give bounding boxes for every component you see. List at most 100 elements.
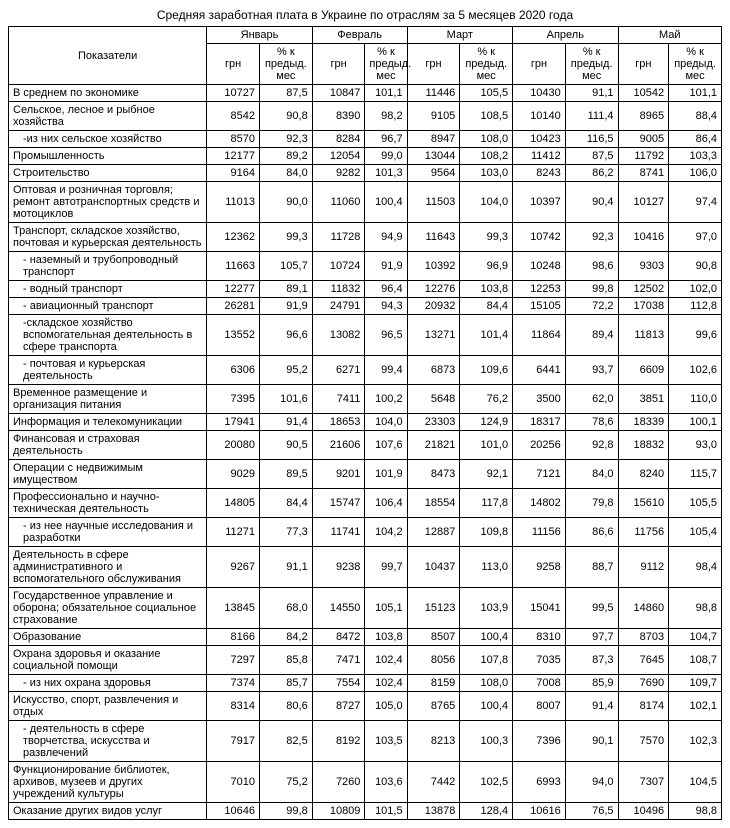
cell-value: 102,0: [669, 281, 722, 298]
cell-value: 103,8: [365, 629, 407, 646]
cell-value: 10416: [618, 223, 669, 252]
table-row: - деятельность в сфере творчетства, иску…: [9, 721, 722, 762]
cell-value: 10727: [207, 85, 260, 102]
cell-value: 84,0: [259, 165, 312, 182]
table-row: - почтовая и курьерская деятельность6306…: [9, 356, 722, 385]
cell-value: 7010: [207, 762, 260, 803]
cell-value: 88,4: [669, 102, 722, 131]
cell-value: 97,7: [565, 629, 618, 646]
cell-value: 93,7: [565, 356, 618, 385]
subcol-pct: % к предыд. мес: [460, 44, 513, 85]
cell-value: 14860: [618, 588, 669, 629]
cell-value: 21606: [312, 431, 365, 460]
cell-value: 8159: [407, 675, 460, 692]
page-title: Средняя заработная плата в Украине по от…: [8, 8, 722, 22]
cell-value: 12502: [618, 281, 669, 298]
cell-value: 102,4: [365, 675, 407, 692]
cell-value: 10847: [312, 85, 365, 102]
cell-value: 107,6: [365, 431, 407, 460]
cell-value: 23303: [407, 414, 460, 431]
cell-value: 11756: [618, 518, 669, 547]
cell-value: 8240: [618, 460, 669, 489]
row-label: Охрана здоровья и оказание социальной по…: [9, 646, 207, 675]
cell-value: 7396: [513, 721, 566, 762]
row-label: Государственное управление и оборона; об…: [9, 588, 207, 629]
cell-value: 11832: [312, 281, 365, 298]
cell-value: 116,5: [565, 131, 618, 148]
cell-value: 21821: [407, 431, 460, 460]
row-label: Временное размещение и организация питан…: [9, 385, 207, 414]
cell-value: 100,4: [365, 182, 407, 223]
cell-value: 3851: [618, 385, 669, 414]
cell-value: 108,2: [460, 148, 513, 165]
cell-value: 72,2: [565, 298, 618, 315]
cell-value: 17941: [207, 414, 260, 431]
row-label: - авиационный транспорт: [9, 298, 207, 315]
cell-value: 8741: [618, 165, 669, 182]
cell-value: 11156: [513, 518, 566, 547]
cell-value: 10248: [513, 252, 566, 281]
cell-value: 103,0: [460, 165, 513, 182]
cell-value: 9282: [312, 165, 365, 182]
cell-value: 8284: [312, 131, 365, 148]
cell-value: 62,0: [565, 385, 618, 414]
cell-value: 7442: [407, 762, 460, 803]
row-label: - водный транспорт: [9, 281, 207, 298]
cell-value: 9267: [207, 547, 260, 588]
table-row: Образование816684,28472103,88507100,4831…: [9, 629, 722, 646]
table-row: Транспорт, складское хозяйство, почтовая…: [9, 223, 722, 252]
cell-value: 108,0: [460, 675, 513, 692]
cell-value: 18317: [513, 414, 566, 431]
cell-value: 99,6: [669, 315, 722, 356]
cell-value: 10423: [513, 131, 566, 148]
cell-value: 15747: [312, 489, 365, 518]
col-month: Май: [618, 27, 721, 44]
cell-value: 11271: [207, 518, 260, 547]
cell-value: 89,5: [259, 460, 312, 489]
table-row: Информация и телекомуникации1794191,4186…: [9, 414, 722, 431]
cell-value: 100,3: [460, 721, 513, 762]
cell-value: 90,5: [259, 431, 312, 460]
cell-value: 101,6: [259, 385, 312, 414]
row-label: Финансовая и страховая деятельность: [9, 431, 207, 460]
cell-value: 6609: [618, 356, 669, 385]
cell-value: 12253: [513, 281, 566, 298]
cell-value: 98,8: [669, 588, 722, 629]
cell-value: 5648: [407, 385, 460, 414]
cell-value: 104,5: [669, 762, 722, 803]
cell-value: 104,7: [669, 629, 722, 646]
row-label: Оптовая и розничная торговля; ремонт авт…: [9, 182, 207, 223]
cell-value: 8473: [407, 460, 460, 489]
cell-value: 13082: [312, 315, 365, 356]
cell-value: 91,1: [259, 547, 312, 588]
cell-value: 84,4: [259, 489, 312, 518]
cell-value: 8192: [312, 721, 365, 762]
cell-value: 91,4: [565, 692, 618, 721]
table-row: Функционирование библиотек, архивов, муз…: [9, 762, 722, 803]
table-row: В среднем по экономике1072787,510847101,…: [9, 85, 722, 102]
cell-value: 9164: [207, 165, 260, 182]
cell-value: 7917: [207, 721, 260, 762]
cell-value: 20080: [207, 431, 260, 460]
cell-value: 96,4: [365, 281, 407, 298]
cell-value: 82,5: [259, 721, 312, 762]
cell-value: 108,0: [460, 131, 513, 148]
row-label: - деятельность в сфере творчетства, иску…: [9, 721, 207, 762]
cell-value: 100,4: [460, 692, 513, 721]
cell-value: 8310: [513, 629, 566, 646]
table-row: Охрана здоровья и оказание социальной по…: [9, 646, 722, 675]
row-label: - наземный и трубопроводный транспорт: [9, 252, 207, 281]
cell-value: 8570: [207, 131, 260, 148]
table-row: -из них сельское хозяйство857092,3828496…: [9, 131, 722, 148]
cell-value: 117,8: [460, 489, 513, 518]
cell-value: 79,8: [565, 489, 618, 518]
cell-value: 80,6: [259, 692, 312, 721]
table-row: -складское хозяйство вспомогательная дея…: [9, 315, 722, 356]
cell-value: 13552: [207, 315, 260, 356]
cell-value: 8243: [513, 165, 566, 182]
col-month: Апрель: [513, 27, 618, 44]
cell-value: 90,4: [565, 182, 618, 223]
cell-value: 91,4: [259, 414, 312, 431]
cell-value: 96,6: [259, 315, 312, 356]
cell-value: 9029: [207, 460, 260, 489]
